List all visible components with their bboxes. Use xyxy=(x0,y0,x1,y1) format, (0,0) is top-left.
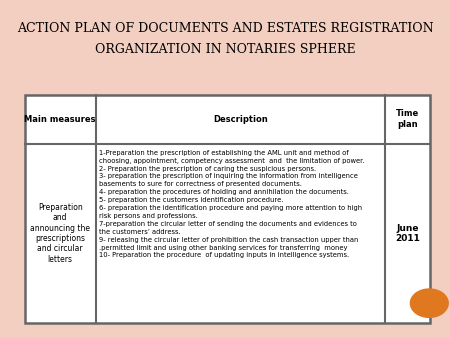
Text: Description: Description xyxy=(213,115,268,124)
Text: 1-Preparation the prescription of establishing the AML unit and method of
choosi: 1-Preparation the prescription of establ… xyxy=(99,150,365,259)
Bar xyxy=(25,95,430,323)
Bar xyxy=(25,95,430,323)
Text: ACTION PLAN OF DOCUMENTS AND ESTATES REGISTRATION: ACTION PLAN OF DOCUMENTS AND ESTATES REG… xyxy=(17,22,433,35)
Text: ORGANIZATION IN NOTARIES SPHERE: ORGANIZATION IN NOTARIES SPHERE xyxy=(94,43,356,55)
Text: June
2011: June 2011 xyxy=(395,223,420,243)
Text: Time
plan: Time plan xyxy=(396,110,419,129)
Circle shape xyxy=(410,289,448,317)
Text: Preparation
and
announcing the
prescriptions
and circular
letters: Preparation and announcing the prescript… xyxy=(30,203,90,264)
Text: Main measures: Main measures xyxy=(24,115,96,124)
